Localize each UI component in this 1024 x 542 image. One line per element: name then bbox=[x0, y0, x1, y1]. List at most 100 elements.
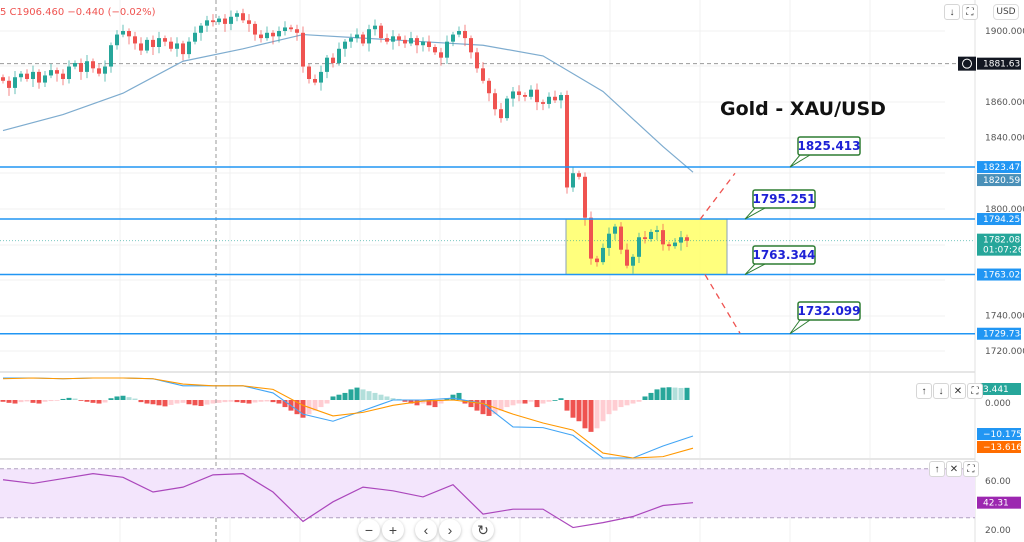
candle-body bbox=[355, 34, 359, 39]
candle bbox=[445, 35, 449, 64]
macd-histogram-bar bbox=[216, 400, 222, 403]
candle-body bbox=[175, 43, 179, 49]
candle-body bbox=[217, 18, 221, 23]
macd-histogram-bar bbox=[504, 400, 510, 408]
reset-button[interactable]: ↻ bbox=[472, 519, 494, 541]
candle bbox=[337, 42, 341, 66]
candle-body bbox=[223, 18, 227, 24]
candle bbox=[283, 21, 287, 36]
candle bbox=[427, 35, 431, 52]
candle-body bbox=[445, 41, 449, 58]
macd-fullscreen-button[interactable]: ⛶ bbox=[967, 383, 983, 399]
macd-close-button[interactable]: ✕ bbox=[950, 383, 966, 399]
candle-body bbox=[115, 34, 119, 46]
candle bbox=[139, 37, 143, 56]
candle bbox=[643, 231, 647, 244]
candle-body bbox=[271, 32, 275, 37]
candle-body bbox=[49, 70, 53, 76]
rsi-close-button[interactable]: ✕ bbox=[946, 461, 962, 477]
candle-body bbox=[535, 89, 539, 103]
fullscreen-icon[interactable]: ⛶ bbox=[962, 4, 978, 20]
currency-button[interactable]: USD bbox=[993, 4, 1019, 20]
candle-body bbox=[337, 48, 341, 64]
macd-tag: −10.175 bbox=[983, 430, 1022, 440]
candle bbox=[655, 225, 659, 240]
last-price-tag: 1782.085 bbox=[983, 236, 1024, 246]
candle bbox=[109, 42, 113, 73]
candle-body bbox=[85, 61, 89, 72]
macd-histogram-bar bbox=[144, 400, 150, 404]
macd-histogram-bar bbox=[330, 396, 336, 400]
macd-histogram-bar bbox=[222, 400, 228, 403]
arrow-down-icon[interactable]: ↓ bbox=[944, 4, 960, 20]
price-callout: 1795.251 bbox=[744, 189, 816, 220]
rsi-move-up-button[interactable]: ↑ bbox=[929, 461, 945, 477]
candle-body bbox=[391, 36, 395, 42]
macd-histogram-bar bbox=[120, 395, 126, 400]
candle bbox=[103, 60, 107, 82]
moving-average-line bbox=[2, 33, 694, 173]
macd-histogram-bar bbox=[60, 398, 66, 400]
macd-move-up-button[interactable]: ↑ bbox=[916, 383, 932, 399]
macd-histogram-bar bbox=[24, 400, 30, 402]
zoom-out-button[interactable]: − bbox=[358, 519, 380, 541]
candle-body bbox=[583, 176, 587, 218]
scroll-right-button[interactable]: › bbox=[439, 519, 461, 541]
macd-histogram-bar bbox=[78, 400, 84, 401]
level-price-tag-bg bbox=[977, 327, 1021, 340]
candle-body bbox=[679, 237, 683, 243]
candle-body bbox=[55, 70, 59, 74]
candle-body bbox=[529, 89, 533, 97]
candle bbox=[145, 37, 149, 54]
macd-histogram-bar bbox=[228, 400, 234, 402]
price-axis[interactable]: 1900.000 1860.000 1840.000 1800.000 1740.000… bbox=[958, 27, 1024, 536]
candle bbox=[403, 35, 407, 48]
macd-histogram-bar bbox=[582, 400, 588, 429]
candle-body bbox=[463, 31, 467, 39]
candle-body bbox=[601, 247, 605, 263]
macd-move-down-button[interactable]: ↓ bbox=[933, 383, 949, 399]
macd-pane[interactable] bbox=[0, 377, 694, 459]
callout-pointer bbox=[744, 207, 766, 220]
macd-histogram-bar bbox=[642, 396, 648, 400]
scroll-left-button[interactable]: ‹ bbox=[415, 519, 437, 541]
candle bbox=[319, 65, 323, 91]
macd-histogram-bar bbox=[612, 400, 618, 411]
candle bbox=[631, 254, 635, 274]
rsi-fullscreen-button[interactable]: ⛶ bbox=[963, 461, 979, 477]
candle-body bbox=[499, 109, 503, 119]
candle-body bbox=[523, 95, 527, 97]
callout-box bbox=[752, 245, 816, 265]
candle bbox=[373, 19, 377, 36]
price-tick-label: 1900.000 bbox=[985, 27, 1024, 37]
candle-body bbox=[7, 80, 11, 88]
crosshair-price-tag: 1881.631 bbox=[983, 60, 1024, 70]
candle-body bbox=[151, 39, 155, 48]
macd-histogram-bar bbox=[606, 400, 612, 415]
candle bbox=[259, 30, 263, 43]
candle-body bbox=[625, 249, 629, 266]
candle-body bbox=[259, 34, 263, 39]
candle bbox=[79, 58, 83, 80]
candle-body bbox=[367, 29, 371, 44]
price-tick-label: 1840.000 bbox=[985, 134, 1024, 144]
callout-pointer bbox=[789, 154, 811, 168]
zoom-in-button[interactable]: + bbox=[382, 519, 404, 541]
candle-body bbox=[13, 77, 17, 88]
callout-label: 1795.251 bbox=[752, 192, 815, 206]
macd-histogram-bar bbox=[180, 400, 186, 403]
candle-body bbox=[667, 244, 671, 247]
candle bbox=[163, 35, 167, 47]
candle bbox=[7, 76, 11, 96]
candle bbox=[175, 37, 179, 57]
rsi-pane[interactable] bbox=[0, 468, 975, 529]
price-pane[interactable]: 1825.413 1795.251 1763.344 1732.099 bbox=[0, 0, 975, 542]
callout-label: 1825.413 bbox=[797, 139, 860, 153]
macd-histogram-bar bbox=[666, 387, 672, 400]
candle bbox=[547, 92, 551, 109]
macd-histogram-bar bbox=[456, 392, 462, 400]
candle bbox=[679, 231, 683, 251]
rsi-tag-bg bbox=[977, 496, 1021, 509]
candle-body bbox=[199, 25, 203, 33]
